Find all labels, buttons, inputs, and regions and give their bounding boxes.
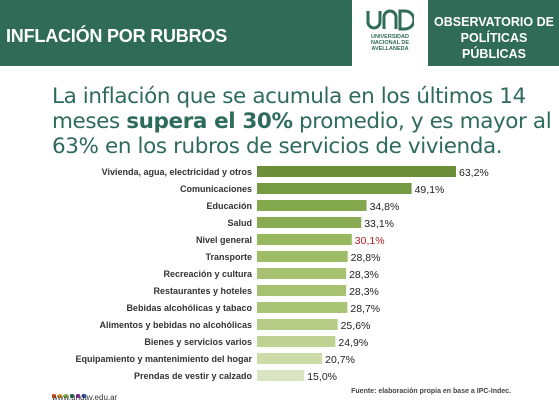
value-label: 28,7%	[350, 303, 380, 315]
brand-dots	[52, 385, 88, 398]
bar	[257, 251, 348, 262]
bar	[257, 285, 347, 296]
bar	[257, 217, 362, 228]
category-label: Restaurantes y hoteles	[153, 286, 252, 296]
category-label: Bienes y servicios varios	[144, 337, 252, 347]
brand-dot	[76, 394, 80, 398]
category-label: Nivel general	[196, 235, 252, 245]
bar	[257, 200, 367, 211]
header-bar: INFLACIÓN POR RUBROS UNIVERSIDAD NACIONA…	[0, 0, 559, 66]
value-label: 28,3%	[349, 286, 379, 298]
bar	[257, 166, 456, 177]
bar-chart: Vivienda, agua, electricidad y otros 63,2…	[75, 166, 489, 383]
logo-text-line-2: NACIONAL DE	[370, 40, 410, 46]
bar	[257, 183, 412, 194]
logo-text-line-3: AVELLANEDA	[371, 46, 409, 52]
value-label: 63,2%	[459, 167, 489, 179]
value-label: 28,8%	[351, 252, 381, 264]
value-label: 28,3%	[349, 269, 379, 281]
category-label: Prendas de vestir y calzado	[134, 371, 253, 381]
bar	[257, 268, 347, 279]
category-label: Educación	[206, 201, 252, 211]
undav-logo-icon	[366, 9, 414, 31]
bar	[257, 234, 352, 245]
category-label: Recreación y cultura	[163, 269, 253, 279]
category-label: Comunicaciones	[180, 184, 252, 194]
headline: La inflación que se acumula en los últim…	[52, 84, 552, 159]
headline-bold: supera el 30%	[126, 109, 293, 134]
value-label: 20,7%	[325, 354, 355, 366]
footer-url[interactable]: www.undav.edu.ar	[52, 393, 118, 402]
bar	[257, 302, 348, 313]
value-label: 49,1%	[415, 184, 445, 196]
value-label: 24,9%	[338, 337, 368, 349]
brand-dot	[70, 394, 74, 398]
brand-dot	[52, 394, 56, 398]
observatory-title-line-1: OBSERVATORIO DE	[434, 15, 554, 29]
headline-part-2: promedio, y es mayor al 63% en los rubro…	[52, 109, 552, 159]
value-label: 25,6%	[341, 320, 371, 332]
bar	[257, 370, 305, 381]
brand-dot	[82, 394, 86, 398]
brand-dot	[58, 394, 62, 398]
category-label: Alimentos y bebidas no alcohólicas	[99, 320, 252, 330]
source-note: Fuente: elaboración propia en base a IPC…	[351, 388, 511, 395]
value-label: 30,1%	[355, 235, 385, 247]
category-label: Vivienda, agua, electricidad y otros	[102, 167, 252, 177]
observatory-title-line-2: POLÍTICAS PÚBLICAS	[460, 31, 528, 61]
bar	[257, 319, 338, 330]
bar	[257, 353, 323, 364]
page-title: INFLACIÓN POR RUBROS	[6, 26, 228, 46]
category-label: Equipamiento y mantenimiento del hogar	[75, 354, 252, 364]
brand-dot	[64, 394, 68, 398]
category-label: Salud	[227, 218, 252, 228]
value-label: 33,1%	[364, 218, 394, 230]
observatory-title: OBSERVATORIO DE POLÍTICAS PÚBLICAS	[432, 14, 556, 62]
category-label: Transporte	[205, 252, 252, 262]
logo-text-line-1: UNIVERSIDAD	[371, 34, 409, 40]
undav-logo: UNIVERSIDAD NACIONAL DE AVELLANEDA	[352, 0, 428, 66]
value-label: 34,8%	[370, 201, 400, 213]
headline-part-1: La inflación que se acumula en los últim…	[52, 84, 526, 134]
category-label: Bebidas alcohólicas y tabaco	[126, 303, 252, 313]
value-label: 15,0%	[307, 371, 337, 383]
bar	[257, 336, 336, 347]
